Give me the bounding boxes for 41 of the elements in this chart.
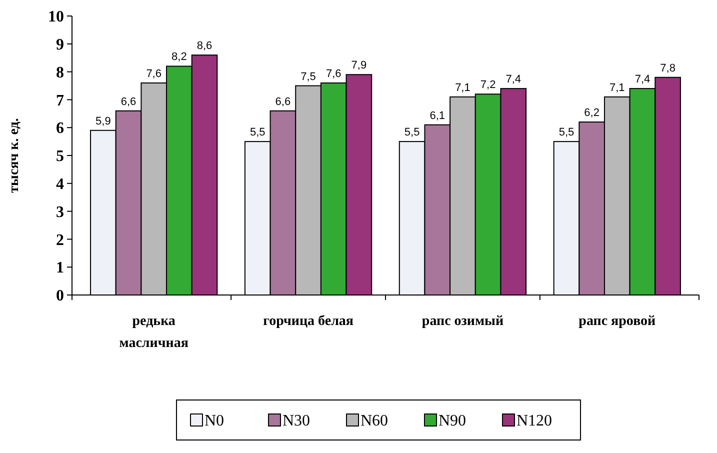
y-tick-label: 4 [56, 176, 64, 193]
y-tick-label: 0 [56, 288, 64, 305]
data-label: 7,1 [455, 82, 470, 94]
y-tick-label: 6 [56, 120, 64, 138]
y-tick-label: 8 [56, 64, 64, 82]
y-tick-label: 1 [56, 260, 64, 277]
data-label: 7,1 [610, 82, 625, 94]
y-tick-label: 2 [56, 232, 64, 249]
legend-label: N30 [282, 412, 310, 430]
data-label: 7,4 [634, 74, 650, 86]
data-label: 5,5 [250, 126, 266, 139]
data-label: 7,9 [351, 60, 367, 72]
y-tick-label: 9 [56, 36, 64, 54]
data-label: 7,8 [660, 62, 676, 74]
data-label: 6,6 [120, 96, 136, 108]
y-tick-label: 3 [56, 204, 64, 221]
x-tick-label: горчица белая [263, 314, 354, 329]
data-label: 6,6 [275, 96, 291, 108]
data-label: 7,6 [146, 68, 162, 80]
data-label: 5,5 [404, 126, 420, 139]
data-label: 5,9 [96, 115, 111, 128]
y-tick-label: 7 [56, 92, 64, 110]
y-axis-title: тысяч к. ед. [7, 118, 22, 193]
data-label: 6,2 [584, 107, 600, 120]
legend-label: N0 [204, 412, 224, 430]
x-tick-label: редька масличная [119, 314, 189, 351]
legend-label: N60 [360, 412, 388, 430]
y-tick-label: 5 [56, 148, 64, 166]
x-tick-label: рапс озимый [422, 314, 504, 329]
y-tick-label: 10 [48, 8, 64, 26]
data-label: 7,4 [506, 74, 522, 86]
legend-label: N90 [438, 412, 466, 430]
data-label: 5,5 [558, 126, 574, 139]
data-label: 7,6 [326, 68, 342, 80]
data-label: 8,6 [196, 40, 212, 52]
legend-label: N120 [516, 412, 552, 430]
data-label: 7,5 [300, 70, 316, 83]
data-label: 8,2 [172, 51, 187, 64]
x-tick-label: рапс яровой [578, 314, 656, 329]
data-label: 6,1 [430, 110, 446, 122]
data-label: 7,2 [480, 79, 496, 92]
